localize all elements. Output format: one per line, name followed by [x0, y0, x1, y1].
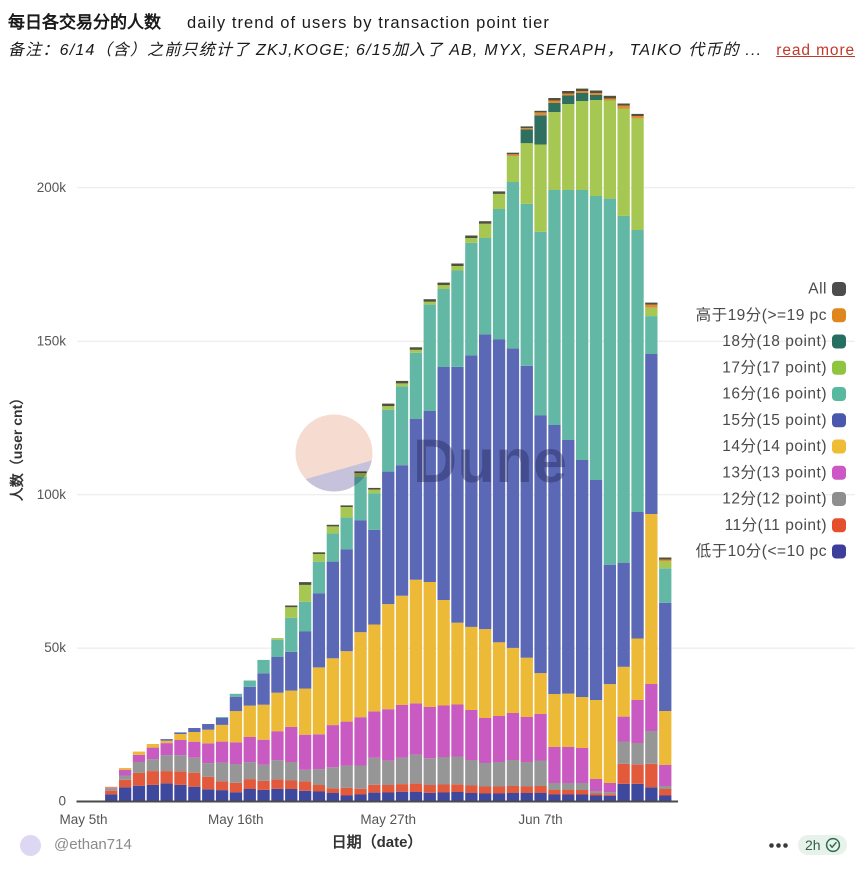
svg-text:May 27th: May 27th [360, 812, 416, 827]
svg-text:人数（user cnt）: 人数（user cnt） [9, 391, 25, 501]
svg-text:0: 0 [58, 794, 66, 809]
svg-text:18分(18 point): 18分(18 point) [722, 332, 827, 350]
svg-text:100k: 100k [37, 487, 67, 502]
svg-text:200k: 200k [37, 180, 67, 195]
svg-text:14分(14 point): 14分(14 point) [722, 437, 827, 455]
svg-text:May 5th: May 5th [59, 812, 107, 827]
svg-text:All: All [808, 281, 827, 298]
svg-text:12分(12 point): 12分(12 point) [722, 490, 827, 508]
svg-text:高于19分(>=19 pc: 高于19分(>=19 pc [696, 306, 827, 324]
svg-text:13分(13 point): 13分(13 point) [722, 463, 827, 481]
svg-text:11分(11 point): 11分(11 point) [725, 516, 827, 534]
svg-text:Jun 7th: Jun 7th [518, 812, 562, 827]
svg-text:Dune: Dune [413, 427, 568, 495]
svg-text:日期（date）: 日期（date） [332, 833, 423, 851]
svg-text:17分(17 point): 17分(17 point) [722, 358, 827, 376]
svg-text:May 16th: May 16th [208, 812, 264, 827]
svg-text:16分(16 point): 16分(16 point) [722, 385, 827, 403]
svg-text:150k: 150k [37, 333, 67, 348]
svg-text:低于10分(<=10 pc: 低于10分(<=10 pc [696, 542, 827, 560]
svg-text:50k: 50k [44, 640, 66, 655]
svg-text:15分(15 point): 15分(15 point) [722, 411, 827, 429]
